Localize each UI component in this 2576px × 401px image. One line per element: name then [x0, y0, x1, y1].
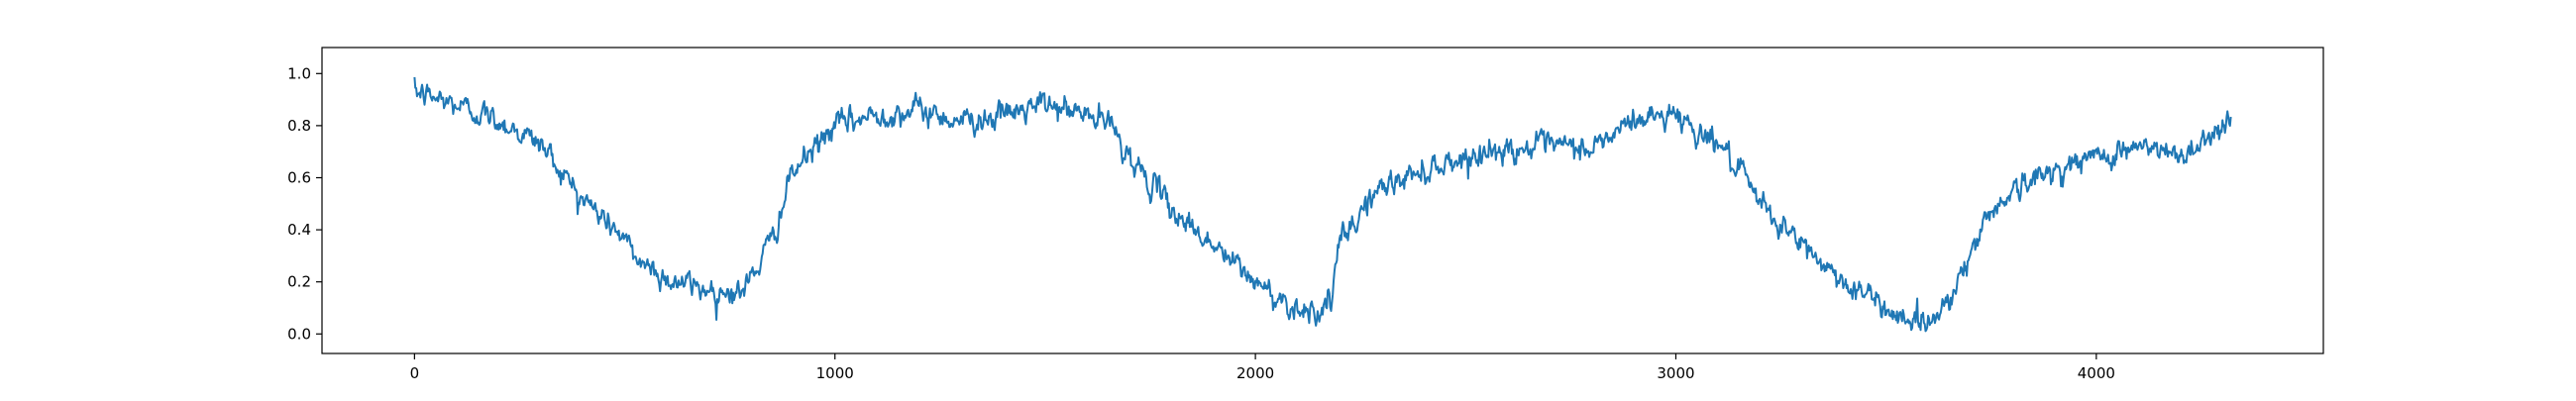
y-tick-label: 0.0 — [287, 325, 311, 343]
y-tick-label: 0.8 — [287, 117, 311, 135]
x-tick-label: 2000 — [1236, 364, 1274, 382]
y-tick-label: 1.0 — [287, 64, 311, 82]
x-tick-label: 4000 — [2078, 364, 2115, 382]
y-tick-label: 0.6 — [287, 168, 311, 186]
axes-frame — [321, 47, 2324, 354]
x-tick-label: 0 — [410, 364, 420, 382]
y-tick-label: 0.4 — [287, 221, 311, 239]
plot-layer — [413, 76, 2232, 333]
x-tick-label: 3000 — [1657, 364, 1694, 382]
y-tick-label: 0.2 — [287, 273, 311, 291]
series-line-0 — [413, 76, 2232, 333]
axes-layer: 0 1000 2000 3000 4000 0.0 0.2 0.4 0.6 0.8 1.0 — [287, 47, 2324, 382]
x-tick-label: 1000 — [816, 364, 854, 382]
